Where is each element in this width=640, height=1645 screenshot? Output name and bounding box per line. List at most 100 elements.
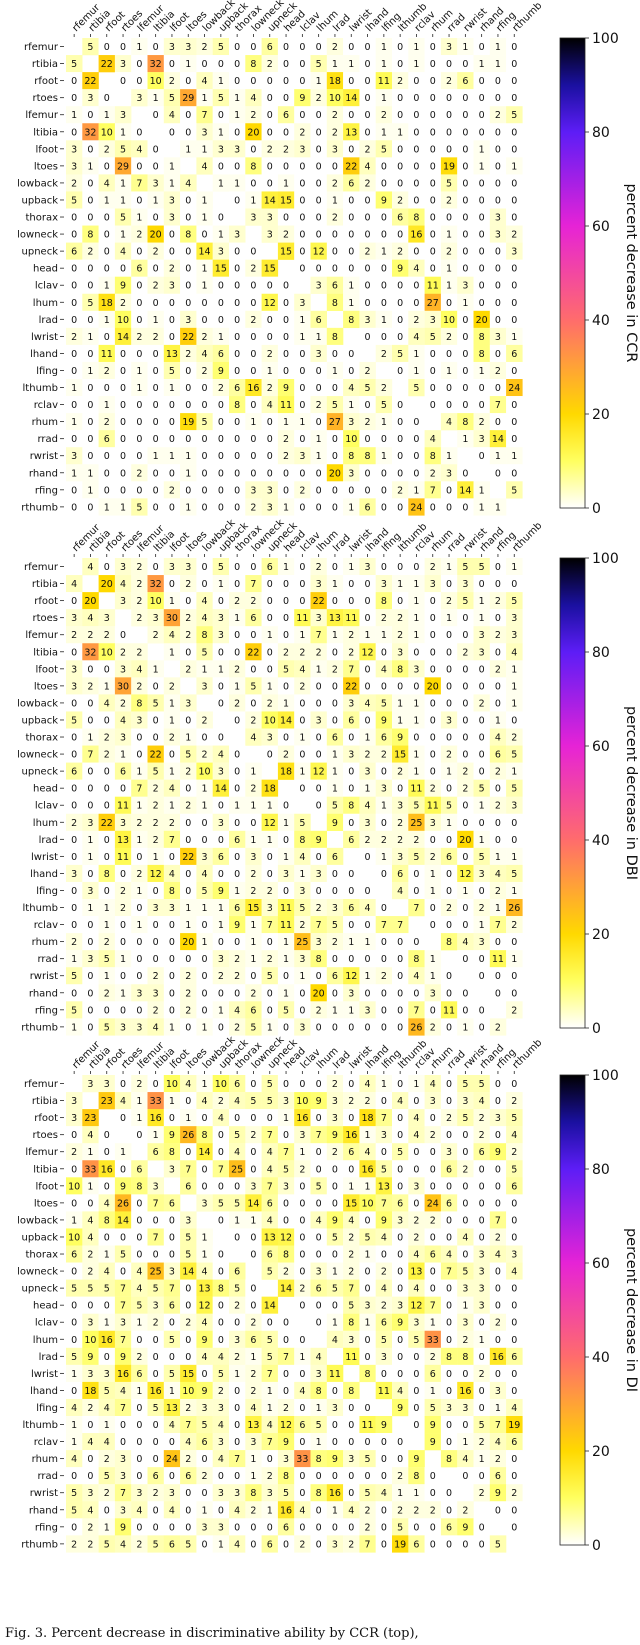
cell-value-label: 1: [299, 733, 305, 744]
cell-value-label: 3: [87, 1079, 93, 1090]
cell-value-label: 4: [104, 1437, 110, 1448]
cell-value-label: 2: [153, 818, 159, 829]
cell-value-label: 9: [202, 1335, 208, 1346]
cell-value-label: 1: [397, 127, 403, 138]
cell-value-label: 0: [202, 383, 208, 394]
cell-value-label: 3: [136, 93, 142, 104]
heatmap-cell: [212, 225, 230, 243]
heatmap-cell: [392, 779, 409, 797]
cell-value-label: 0: [413, 562, 419, 573]
cell-value-label: 22: [150, 750, 162, 761]
heatmap-cell: [440, 762, 458, 780]
cell-value-label: 0: [153, 1420, 159, 1431]
cell-value-label: 6: [430, 1250, 436, 1261]
heatmap-cell: [229, 694, 246, 712]
heatmap-cell: [326, 575, 344, 593]
cell-value-label: 3: [87, 1369, 93, 1380]
cell-value-label: 2: [169, 733, 175, 744]
cell-value-label: 0: [234, 281, 240, 292]
heatmap-cell: [359, 660, 376, 678]
cell-value-label: 0: [511, 417, 517, 428]
heatmap-cell: [147, 498, 164, 516]
cell-value-label: 0: [381, 1437, 387, 1448]
cell-value-label: 11: [378, 76, 390, 87]
cell-value-label: 0: [218, 298, 224, 309]
heatmap-cell: [473, 558, 490, 576]
cell-value-label: 2: [495, 110, 501, 121]
heatmap-cell: [229, 711, 246, 729]
cell-value-label: 0: [299, 110, 305, 121]
cell-value-label: 24: [508, 383, 520, 394]
heatmap-cell: [440, 72, 458, 90]
cell-value-label: 1: [71, 468, 77, 479]
heatmap-cell: [424, 106, 442, 124]
heatmap-cell: [326, 157, 344, 175]
cell-value-label: 7: [120, 1284, 126, 1295]
heatmap-cell: [229, 344, 246, 363]
cell-value-label: 0: [495, 1284, 501, 1295]
cell-value-label: 0: [71, 281, 77, 292]
heatmap-cell: [375, 643, 393, 661]
cell-value-label: 1: [413, 579, 419, 590]
cell-value-label: 8: [136, 698, 142, 709]
cell-value-label: 6: [169, 1301, 175, 1312]
cell-value-label: 1: [348, 281, 354, 292]
row-tick-label: lfing: [36, 366, 58, 377]
heatmap-cell: [310, 276, 327, 294]
cell-value-label: 0: [299, 1522, 305, 1533]
cell-value-label: 2: [332, 1147, 338, 1158]
heatmap-cell: [489, 728, 507, 746]
heatmap-cell: [277, 626, 295, 644]
heatmap-cell: [440, 592, 458, 610]
cell-value-label: 2: [87, 1403, 93, 1414]
cell-value-label: 3: [153, 988, 159, 999]
row-tick-label: lhum: [33, 818, 58, 829]
cell-value-label: 6: [218, 349, 224, 360]
heatmap-cell: [180, 123, 197, 141]
cell-value-label: 0: [283, 579, 289, 590]
cell-value-label: 0: [413, 178, 419, 189]
cell-value-label: 2: [381, 971, 387, 982]
cell-value-label: 2: [202, 715, 208, 726]
heatmap-cell: [375, 626, 393, 644]
heatmap-cell: [245, 55, 262, 73]
cell-value-label: 0: [299, 1488, 305, 1499]
cell-value-label: 5: [267, 1079, 273, 1090]
heatmap-cell: [408, 575, 425, 593]
heatmap-cell: [408, 55, 425, 73]
cell-value-label: 0: [234, 468, 240, 479]
cell-value-label: 0: [511, 579, 517, 590]
cell-value-label: 8: [413, 1471, 419, 1482]
heatmap-cell: [147, 344, 164, 363]
cell-value-label: 3: [71, 869, 77, 880]
heatmap-cell: [326, 728, 344, 746]
cell-value-label: 4: [185, 178, 191, 189]
cell-value-label: 9: [283, 1437, 289, 1448]
cell-value-label: 5: [299, 903, 305, 914]
cell-value-label: 4: [462, 1454, 468, 1465]
row-tick-label: upback: [22, 195, 59, 206]
cell-value-label: 1: [283, 502, 289, 513]
cell-value-label: 0: [413, 110, 419, 121]
heatmap-cell: [131, 89, 148, 107]
cell-value-label: 0: [365, 1284, 371, 1295]
cell-value-label: 0: [316, 750, 322, 761]
heatmap-cell: [131, 396, 148, 414]
cell-value-label: 0: [169, 852, 175, 863]
heatmap-cell: [294, 242, 311, 260]
heatmap-cell: [196, 396, 213, 414]
cell-value-label: 5: [479, 784, 485, 795]
cell-value-label: 4: [381, 1284, 387, 1295]
cell-value-label: 1: [332, 366, 338, 377]
cell-value-label: 2: [365, 1096, 371, 1107]
cell-value-label: 0: [218, 59, 224, 70]
heatmap-cell: [131, 293, 148, 311]
cell-value-label: 0: [511, 93, 517, 104]
cell-value-label: 0: [348, 596, 354, 607]
cell-value-label: 0: [348, 1471, 354, 1482]
cell-value-label: 2: [153, 1488, 159, 1499]
cell-value-label: 0: [234, 715, 240, 726]
cell-value-label: 1: [234, 801, 240, 812]
cell-value-label: 0: [462, 698, 468, 709]
cell-value-label: 0: [136, 750, 142, 761]
